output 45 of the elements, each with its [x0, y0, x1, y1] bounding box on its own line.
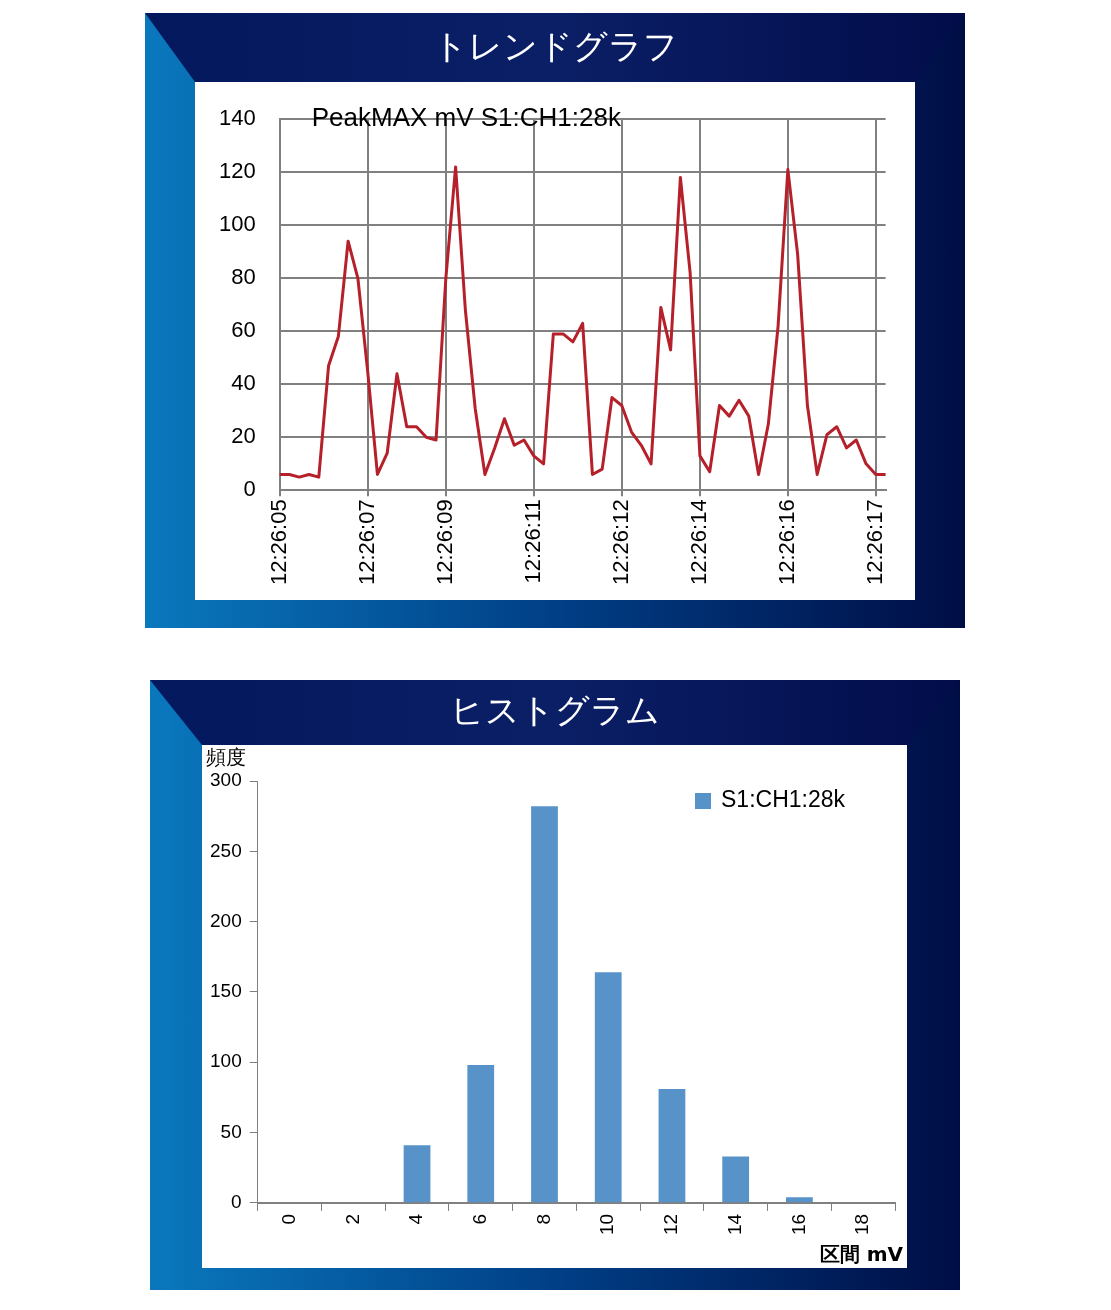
legend-label: S1:CH1:28k [720, 786, 846, 813]
x-tick-label: 6 [468, 1213, 490, 1225]
bar [403, 1145, 431, 1203]
bar [467, 1065, 495, 1203]
y-axis-title: 頻度 [206, 745, 246, 770]
bar [594, 972, 622, 1203]
bar [722, 1156, 750, 1203]
x-tick-label: 10 [596, 1213, 618, 1236]
y-tick-label: 140 [218, 105, 256, 131]
x-tick-label: 12:26:11 [519, 499, 545, 584]
x-tick-label: 12 [660, 1213, 682, 1236]
y-tick-label: 50 [220, 1120, 242, 1142]
x-tick-label: 12:26:14 [685, 499, 711, 585]
bar [786, 1197, 813, 1203]
y-tick-label: 100 [218, 211, 256, 237]
bar [531, 806, 558, 1203]
y-tick-label: 20 [231, 423, 256, 449]
x-tick-label: 2 [341, 1213, 363, 1225]
y-tick-label: 300 [210, 769, 242, 791]
y-tick-label: 120 [218, 158, 256, 184]
x-tick-label: 12:26:12 [607, 499, 633, 585]
chart-title: ヒストグラム [448, 689, 661, 732]
y-tick-label: 40 [231, 370, 256, 396]
chart-title: トレンドグラフ [431, 25, 679, 68]
x-tick-label: 12:26:09 [431, 499, 457, 585]
x-tick-label: 0 [277, 1213, 299, 1225]
x-tick-label: 4 [405, 1213, 427, 1225]
x-tick-label: 12:26:16 [773, 499, 799, 585]
y-tick-label: 150 [210, 980, 242, 1002]
x-tick-label: 12:26:17 [861, 499, 887, 585]
x-tick-label: 12:26:07 [353, 499, 379, 585]
x-tick-label: 12:26:05 [265, 499, 291, 585]
y-tick-label: 200 [210, 909, 242, 931]
y-tick-label: 60 [231, 317, 256, 343]
x-tick-label: 8 [532, 1213, 554, 1225]
chart-subtitle: PeakMAX mV S1:CH1:28k [311, 102, 622, 133]
bar [658, 1088, 686, 1203]
x-tick-label: 14 [723, 1213, 745, 1236]
y-tick-label: 80 [231, 264, 256, 290]
x-tick-label: 18 [851, 1213, 873, 1236]
x-axis-title: 区間 mV [819, 1242, 904, 1267]
y-tick-label: 0 [243, 476, 256, 502]
x-tick-label: 16 [787, 1213, 809, 1236]
y-tick-label: 100 [210, 1050, 242, 1072]
y-tick-label: 250 [210, 839, 242, 861]
